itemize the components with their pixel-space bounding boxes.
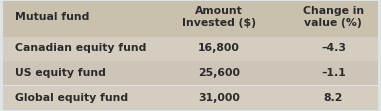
Bar [3,1,378,37]
Bar [3,61,378,85]
Text: –4.3: –4.3 [321,44,346,54]
Text: 31,000: 31,000 [198,93,240,103]
Text: Change in
value (%): Change in value (%) [303,6,364,28]
Text: 25,600: 25,600 [198,68,240,78]
Text: Mutual fund: Mutual fund [15,12,90,22]
Text: 8.2: 8.2 [324,93,343,103]
Text: 16,800: 16,800 [198,44,240,54]
Text: Global equity fund: Global equity fund [15,93,128,103]
Bar [3,37,378,61]
Text: Canadian equity fund: Canadian equity fund [15,44,147,54]
Text: –1.1: –1.1 [321,68,346,78]
Bar [3,86,378,110]
Text: US equity fund: US equity fund [15,68,106,78]
Text: Amount
Invested ($): Amount Invested ($) [182,6,256,28]
